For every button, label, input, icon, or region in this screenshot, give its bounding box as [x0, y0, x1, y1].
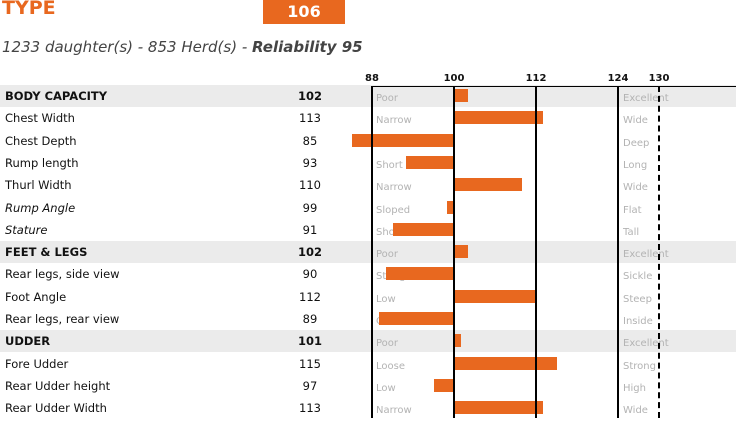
low-descriptor: Narrow	[376, 115, 412, 127]
trait-bar	[406, 155, 454, 169]
trait-label: Rump Angle	[5, 200, 76, 215]
trait-bar	[454, 111, 543, 125]
scale-line	[453, 86, 455, 418]
trait-label: Rear legs, rear view	[5, 312, 120, 326]
high-descriptor: Long	[623, 159, 648, 171]
high-descriptor: Tall	[623, 226, 640, 238]
trait-label: Thurl Width	[5, 178, 72, 193]
trait-label: Fore Udder	[5, 356, 69, 371]
trait-bar	[454, 401, 543, 415]
trait-value: 115	[299, 356, 321, 371]
tick-label: 124	[607, 73, 629, 84]
low-descriptor: Loose	[376, 360, 405, 372]
trait-bar	[378, 312, 454, 325]
trait-label: Foot Angle	[5, 289, 67, 304]
high-descriptor: Excellent	[623, 93, 669, 104]
low-descriptor: Poor	[376, 249, 399, 261]
low-descriptor: Low	[376, 382, 396, 394]
trait-label: UDDER	[5, 334, 51, 349]
low-descriptor: Sloped	[376, 204, 411, 216]
subtitle: 1233 daughter(s) - 853 Herd(s) - Reliabi…	[2, 38, 363, 56]
scale-line	[658, 86, 660, 418]
high-descriptor: Flat	[623, 204, 642, 216]
low-descriptor: Low	[376, 293, 396, 305]
trait-value: 113	[299, 111, 321, 126]
trait-value: 91	[302, 222, 318, 237]
trait-value: 102	[297, 245, 322, 260]
type-score-badge: 106	[263, 0, 345, 24]
high-descriptor: Excellent	[623, 338, 669, 350]
scale-line	[535, 86, 537, 418]
high-descriptor: Strong	[623, 360, 656, 372]
scale-line	[617, 86, 619, 418]
type-title: TYPE	[2, 0, 56, 19]
scale-line	[371, 86, 373, 418]
trait-bar	[433, 378, 454, 392]
low-descriptor: Narrow	[376, 182, 412, 194]
trait-value: 113	[299, 401, 321, 416]
tick-label: 88	[365, 73, 379, 84]
trait-value: 90	[302, 267, 318, 282]
section-band	[0, 241, 736, 264]
high-descriptor: Wide	[623, 405, 648, 417]
trait-value: 93	[302, 155, 318, 170]
section-band	[0, 330, 736, 353]
trait-bar	[351, 133, 454, 147]
trait-bar	[454, 89, 468, 102]
trait-value: 110	[299, 178, 321, 193]
trait-label: Rear Udder height	[5, 378, 111, 393]
trait-label: Rear legs, side view	[5, 267, 120, 282]
trait-label: Stature	[5, 222, 48, 237]
trait-label: FEET & LEGS	[5, 245, 88, 260]
trait-bar	[454, 289, 536, 303]
reliability-text: Reliability 95	[252, 38, 363, 56]
trait-value: 89	[302, 312, 318, 326]
trait-bar	[385, 267, 454, 281]
trait-bar	[447, 200, 454, 214]
low-descriptor: Short	[376, 226, 403, 238]
trait-bar	[454, 178, 523, 192]
tick-label: 100	[443, 73, 465, 84]
trait-label: Chest Depth	[5, 133, 77, 148]
trait-bar	[454, 334, 461, 348]
high-descriptor: High	[623, 382, 646, 394]
trait-bar	[392, 222, 454, 236]
high-descriptor: Inside	[623, 316, 653, 327]
trait-bar	[454, 245, 468, 259]
trait-value: 112	[299, 289, 321, 304]
low-descriptor: Narrow	[376, 405, 412, 417]
low-descriptor: Poor	[376, 338, 399, 350]
trait-label: Chest Width	[5, 111, 75, 126]
section-band	[0, 85, 736, 107]
high-descriptor: Deep	[623, 137, 650, 149]
trait-label: Rear Udder Width	[5, 401, 107, 416]
high-descriptor: Excellent	[623, 249, 669, 261]
trait-value: 85	[302, 133, 318, 148]
trait-value: 99	[302, 200, 318, 215]
trait-bar	[454, 356, 557, 370]
daughters-herds-text: 1233 daughter(s) - 853 Herd(s) -	[2, 38, 252, 56]
trait-value: 97	[302, 378, 318, 393]
low-descriptor: Poor	[376, 93, 399, 104]
high-descriptor: Steep	[623, 293, 652, 305]
low-descriptor: Short	[376, 159, 403, 171]
trait-label: BODY CAPACITY	[5, 89, 108, 103]
scale-top-line	[372, 86, 736, 87]
trait-label: Rump length	[5, 155, 79, 170]
high-descriptor: Sickle	[623, 271, 653, 283]
high-descriptor: Wide	[623, 115, 648, 127]
high-descriptor: Wide	[623, 182, 648, 194]
trait-value: 101	[297, 334, 322, 349]
tick-label: 130	[648, 73, 670, 84]
trait-value: 102	[297, 89, 322, 103]
tick-label: 112	[525, 73, 547, 84]
